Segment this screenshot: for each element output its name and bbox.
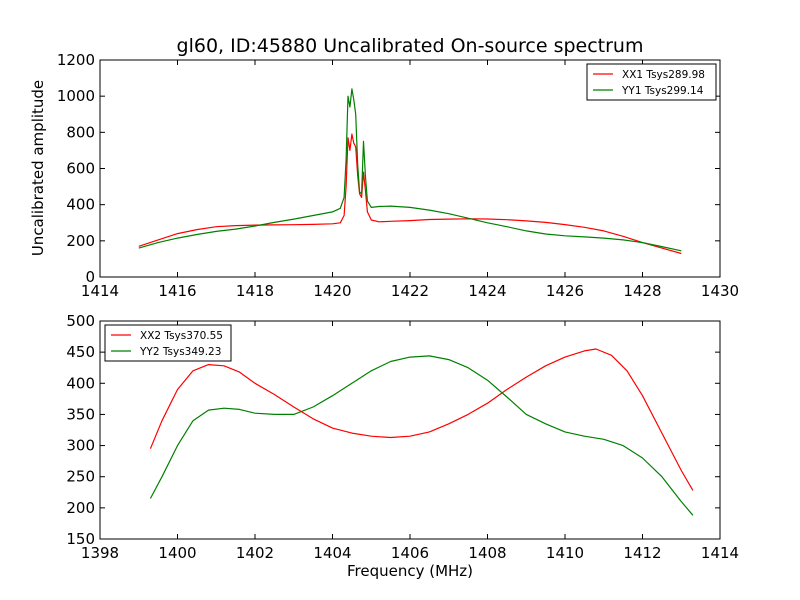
top-series-group xyxy=(138,88,682,255)
top-y-tick-label-2: 400 xyxy=(66,196,95,214)
bottom-x-tick-label-7: 1412 xyxy=(623,544,661,562)
bottom-y-tick-label-6: 450 xyxy=(66,343,95,361)
bottom-y-tick-label-0: 150 xyxy=(66,530,95,548)
top-y-tick-label-4: 800 xyxy=(66,123,95,141)
top-y-tick-label-1: 200 xyxy=(66,232,95,250)
top-x-tick-label-2: 1418 xyxy=(236,282,274,300)
bottom-x-tick-label-8: 1414 xyxy=(701,544,739,562)
top-y-axis-label: Uncalibrated amplitude xyxy=(29,80,47,256)
top-y-tick-label-5: 1000 xyxy=(57,87,95,105)
top-x-tick-label-4: 1422 xyxy=(391,282,429,300)
top-x-tick-label-8: 1430 xyxy=(701,282,739,300)
top-y-tick-label-6: 1200 xyxy=(57,51,95,69)
bottom-legend-label-xx2: XX2 Tsys370.55 xyxy=(140,330,223,342)
bottom-y-tick-label-5: 400 xyxy=(66,374,95,392)
top-y-tick-label-3: 600 xyxy=(66,160,95,178)
top-chart-title: gl60, ID:45880 Uncalibrated On-source sp… xyxy=(177,35,644,57)
top-panel: gl60, ID:45880 Uncalibrated On-source sp… xyxy=(29,35,739,300)
top-x-tick-label-0: 1414 xyxy=(81,282,119,300)
top-legend-label-yy1: YY1 Tsys299.14 xyxy=(621,85,704,97)
bottom-legend: XX2 Tsys370.55 YY2 Tsys349.23 xyxy=(104,324,232,362)
top-x-tick-label-5: 1424 xyxy=(468,282,506,300)
bottom-y-tick-label-1: 200 xyxy=(66,499,95,517)
bottom-series-line-1 xyxy=(149,355,694,516)
top-series-line-0 xyxy=(138,133,682,255)
top-y-tick-label-0: 0 xyxy=(85,268,95,286)
bottom-x-tick-label-1: 1400 xyxy=(158,544,196,562)
bottom-y-tick-label-2: 250 xyxy=(66,468,95,486)
bottom-ticks-group: 1398 1400 1402 1404 1406 1408 1410 1412 1414 150 2… xyxy=(66,312,739,562)
bottom-legend-box xyxy=(104,324,232,362)
bottom-series-group xyxy=(149,348,694,516)
bottom-x-tick-label-4: 1406 xyxy=(391,544,429,562)
top-ticks-group: 1414 1416 1418 1420 1422 1424 1426 1428 1430 0 200… xyxy=(57,51,739,300)
bottom-panel: Frequency (MHz) 1398 1400 1402 1404 1406 1408… xyxy=(66,312,739,580)
top-x-tick-label-3: 1420 xyxy=(313,282,351,300)
bottom-x-tick-label-5: 1408 xyxy=(468,544,506,562)
bottom-x-tick-label-0: 1398 xyxy=(81,544,119,562)
top-x-tick-label-1: 1416 xyxy=(158,282,196,300)
top-x-tick-label-7: 1428 xyxy=(623,282,661,300)
bottom-x-tick-label-6: 1410 xyxy=(546,544,584,562)
top-series-line-1 xyxy=(138,88,682,252)
top-legend: XX1 Tsys289.98 YY1 Tsys299.14 xyxy=(586,63,717,101)
top-legend-box xyxy=(586,63,717,101)
bottom-x-tick-label-3: 1404 xyxy=(313,544,351,562)
bottom-x-tick-label-2: 1402 xyxy=(236,544,274,562)
top-x-tick-label-6: 1426 xyxy=(546,282,584,300)
bottom-legend-label-yy2: YY2 Tsys349.23 xyxy=(139,346,221,358)
top-plot-frame xyxy=(99,59,721,278)
bottom-y-tick-label-7: 500 xyxy=(66,312,95,330)
bottom-y-tick-label-4: 350 xyxy=(66,405,95,423)
bottom-plot-frame xyxy=(99,320,721,540)
bottom-y-tick-label-3: 300 xyxy=(66,437,95,455)
bottom-series-line-0 xyxy=(149,348,694,491)
top-legend-label-xx1: XX1 Tsys289.98 xyxy=(622,69,705,81)
bottom-x-axis-label: Frequency (MHz) xyxy=(347,562,473,580)
